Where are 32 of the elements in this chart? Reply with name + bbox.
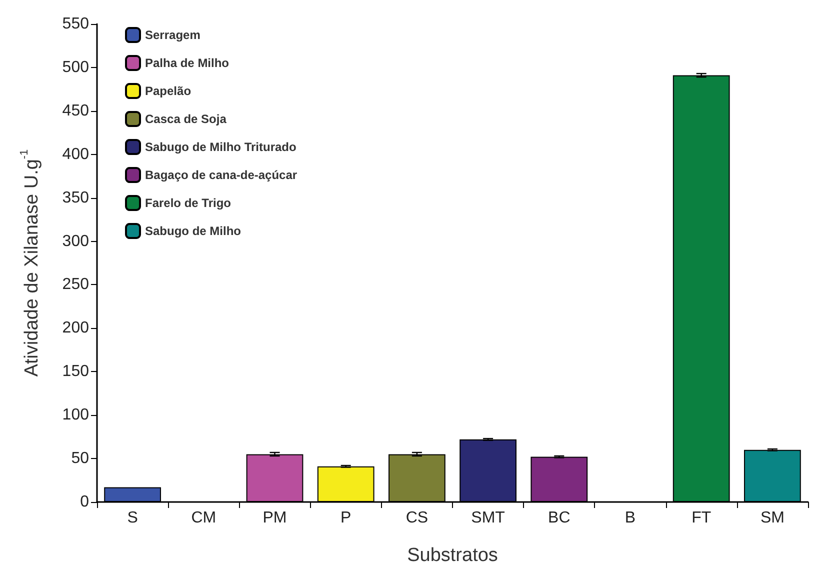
y-tick-label: 50 [71, 450, 90, 468]
y-tick-label: 100 [62, 406, 90, 424]
y-tick-label: 300 [62, 232, 90, 250]
legend-label: Palha de Milho [145, 56, 230, 70]
x-axis-title: Substratos [407, 545, 498, 566]
x-tick-label: B [624, 510, 636, 526]
legend-label: Farelo de Trigo [145, 196, 232, 210]
x-tick-label: SMT [471, 510, 506, 526]
y-tick-label: 150 [62, 363, 90, 380]
y-tick-label: 450 [62, 102, 90, 120]
x-tick-label: CM [191, 510, 216, 526]
y-tick-label: 200 [62, 320, 90, 337]
legend-label: Papelão [145, 84, 192, 98]
y-tick-label: 350 [62, 189, 90, 206]
x-tick-label: SM [760, 510, 784, 526]
legend-label: Serragem [145, 28, 200, 42]
y-tick-label: 550 [62, 16, 90, 32]
x-tick-label: FT [692, 510, 712, 526]
x-tick-label: PM [262, 510, 287, 526]
y-tick-label: 400 [62, 146, 90, 163]
x-tick-label: BC [548, 510, 570, 526]
legend-label: Sabugo de Milho [145, 224, 241, 238]
legend-label: Casca de Soja [145, 112, 227, 126]
x-tick-label: S [127, 510, 138, 526]
y-tick-label: 250 [62, 276, 90, 294]
y-tick-label: 500 [62, 58, 90, 76]
y-tick-label: 0 [80, 494, 90, 510]
y-axis-title: Atividade de Xilanase U.g-1 [18, 149, 42, 377]
legend-label: Bagaço de cana-de-açúcar [145, 168, 298, 182]
legend-label: Sabugo de Milho Triturado [145, 140, 296, 154]
x-tick-label: P [340, 510, 352, 526]
x-tick-label: CS [406, 510, 428, 526]
